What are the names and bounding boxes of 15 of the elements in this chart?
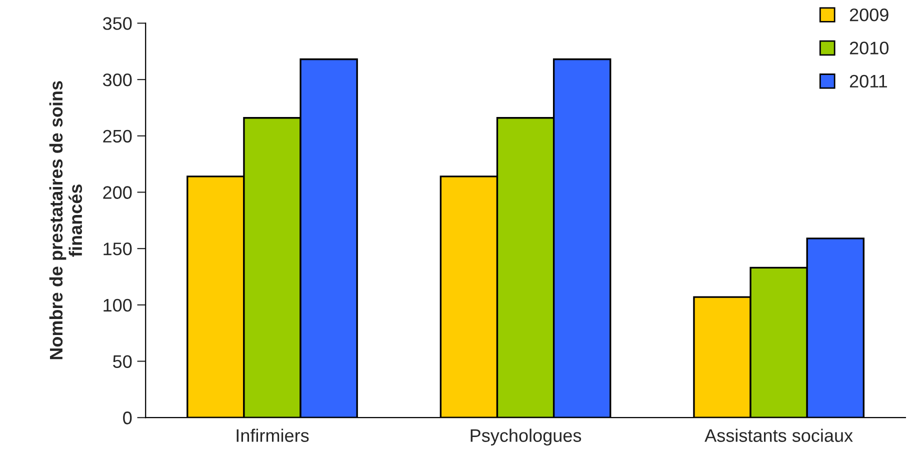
x-tick-label: Infirmiers — [236, 428, 309, 442]
legend-label: 2011 — [850, 74, 887, 88]
x-tick-label: Psychologues — [470, 428, 582, 446]
y-axis-title: Nombre de prestataires de soins financés — [49, 81, 82, 360]
y-tick-label: 250 — [103, 130, 132, 143]
y-tick-label: 150 — [104, 242, 132, 256]
legend-label: 2010 — [850, 42, 888, 54]
legend-label: 2009 — [850, 8, 888, 22]
y-tick-label: 300 — [102, 73, 132, 86]
y-tick-label: 200 — [103, 186, 132, 199]
y-tick-label: 50 — [113, 355, 132, 368]
y-tick-label: 0 — [123, 412, 132, 424]
y-tick-label: 350 — [102, 17, 132, 30]
y-tick-label: 100 — [104, 298, 132, 312]
x-tick-label: Assistants sociaux — [704, 428, 853, 442]
